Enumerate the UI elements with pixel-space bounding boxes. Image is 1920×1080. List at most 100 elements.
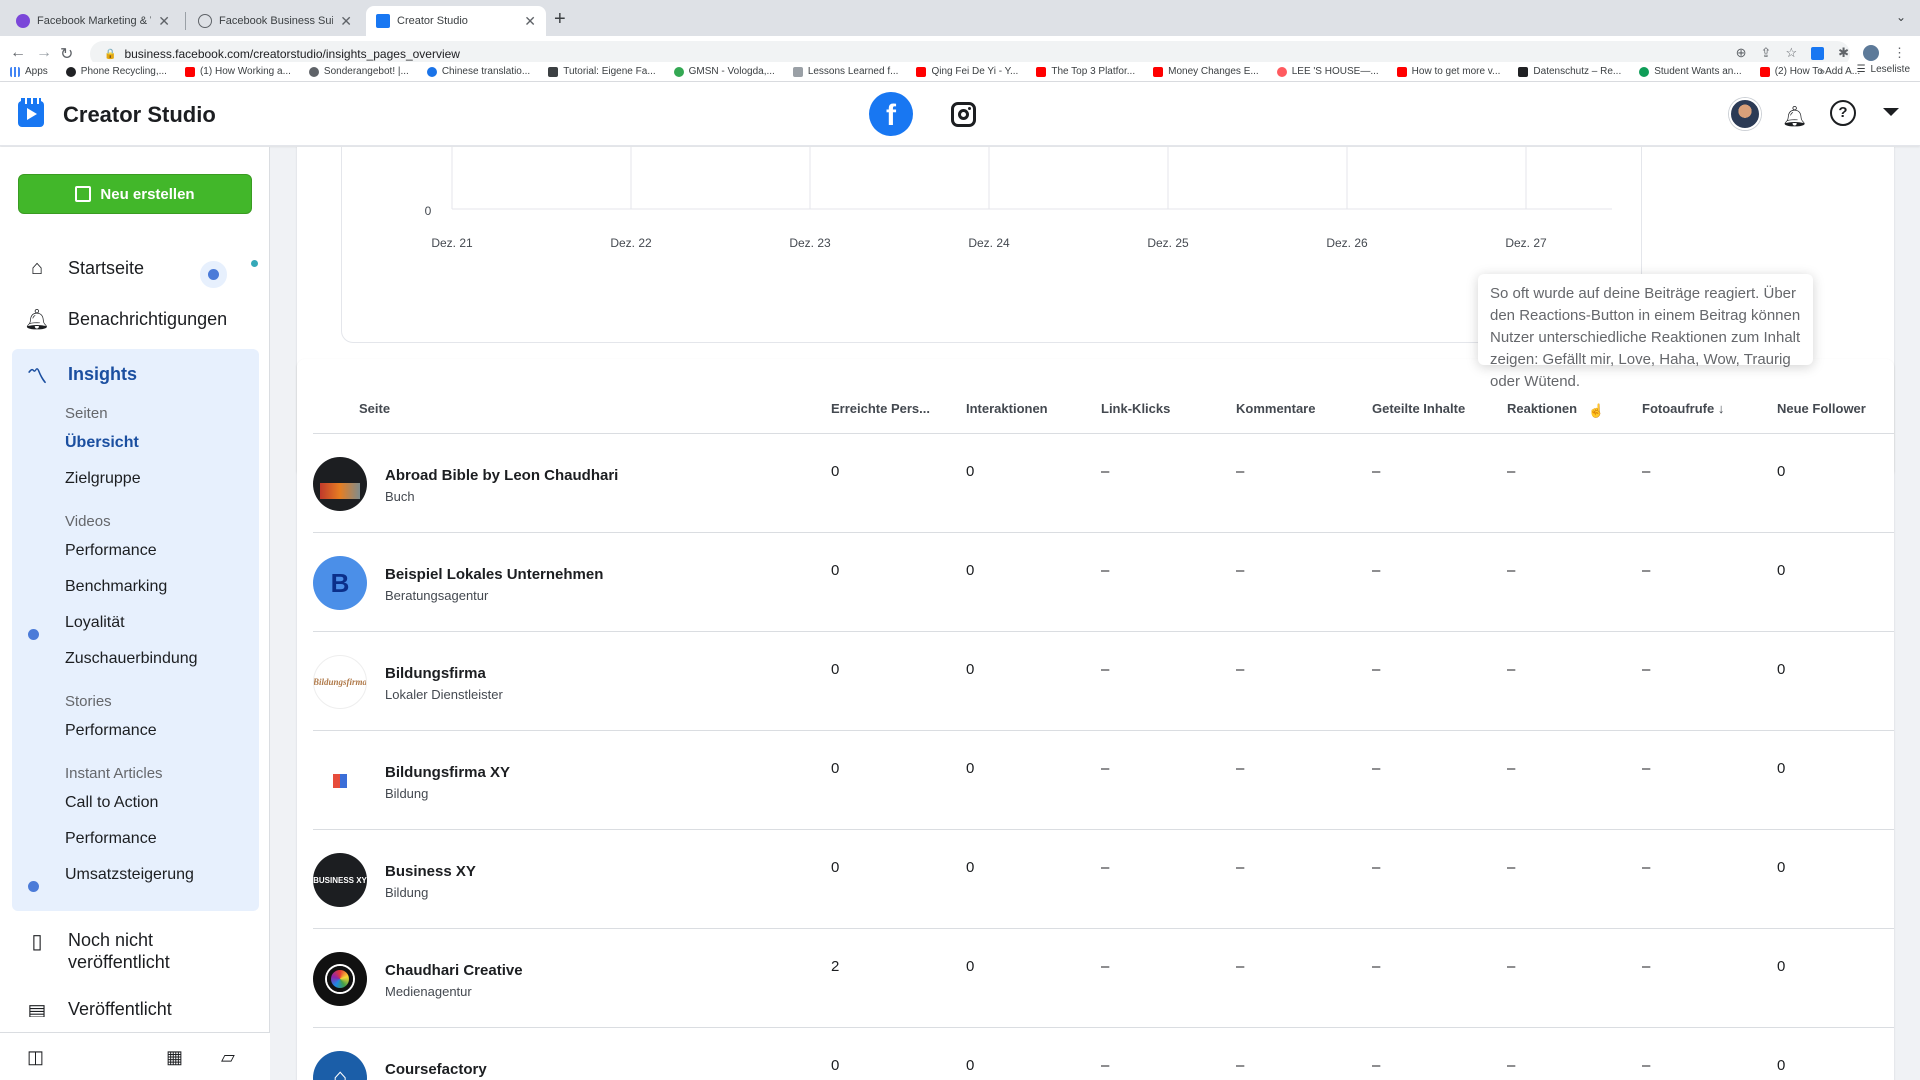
bookmark-apps[interactable]: Apps — [10, 66, 48, 77]
creator-studio-logo-icon[interactable] — [18, 98, 44, 127]
bookmark-item[interactable]: Chinese translatio... — [426, 66, 530, 77]
sidebar-item-published[interactable]: ▤ Veröffentlicht — [24, 999, 172, 1017]
share-icon[interactable]: ⇪ — [1760, 45, 1772, 60]
facebook-extension-icon[interactable] — [1811, 46, 1825, 60]
new-tab-icon[interactable]: + — [554, 8, 566, 30]
collapse-sidebar-icon[interactable]: ◫ — [27, 1047, 45, 1067]
bookmark-favicon-icon — [792, 66, 803, 77]
column-header-reach[interactable]: Erreichte Pers... — [831, 401, 930, 416]
bookmark-item[interactable]: Datenschutz – Re... — [1518, 66, 1621, 77]
tab-search-icon[interactable]: ⌄ — [1895, 10, 1906, 24]
browser-profile-icon[interactable] — [1863, 45, 1879, 61]
more-bookmarks-icon[interactable]: » — [1818, 66, 1825, 78]
sidebar-item-revenue-growth[interactable]: Umsatzsteigerung — [65, 866, 194, 883]
account-menu-chevron-down-icon[interactable] — [1883, 108, 1899, 116]
zoom-icon[interactable]: ⊕ — [1735, 45, 1747, 60]
back-icon[interactable]: ← — [10, 44, 26, 61]
reading-list-button[interactable]: ☰ Leseliste — [1856, 64, 1910, 75]
bookmark-item[interactable]: Sonderangebot! |... — [308, 66, 409, 77]
cell-shares: – — [1372, 760, 1381, 777]
column-header-new-followers[interactable]: Neue Follower — [1777, 401, 1866, 416]
status-indicator — [251, 260, 258, 267]
facebook-platform-icon[interactable]: f — [869, 92, 913, 136]
table-row[interactable]: B Beispiel Lokales Unternehmen Beratungsag… — [313, 533, 1894, 632]
browser-tab-facebook-marketing[interactable]: Facebook Marketing & Werbea ✕ — [6, 6, 180, 36]
extensions-icon[interactable]: ✱ — [1838, 45, 1849, 60]
youtube-icon — [1396, 66, 1407, 77]
avatar[interactable] — [1729, 98, 1761, 130]
bookmark-item[interactable]: Phone Recycling,... — [65, 66, 167, 77]
cell-link-clicks: – — [1101, 958, 1110, 975]
sidebar-item-ia-performance[interactable]: Performance — [65, 830, 157, 847]
forward-icon[interactable]: → — [36, 44, 52, 61]
bookmark-item[interactable]: (2) How To Add A... — [1759, 66, 1860, 77]
bookmark-favicon-icon — [308, 66, 319, 77]
table-row[interactable]: Bildungsfirma Bildungsfirma Lokaler Dienst… — [313, 632, 1894, 731]
table-row[interactable]: Abroad Bible by Leon Chaudhari Buch 0 0 – – – –… — [313, 434, 1894, 533]
page-name-link[interactable]: Abroad Bible by Leon Chaudhari — [385, 467, 619, 484]
sidebar-item-video-performance[interactable]: Performance — [65, 542, 157, 559]
bookmark-item[interactable]: (1) How Working a... — [184, 66, 291, 77]
cell-reactions: – — [1507, 562, 1516, 579]
instagram-platform-icon[interactable] — [951, 102, 976, 127]
reload-icon[interactable]: ↻ — [60, 46, 74, 63]
page-name-link[interactable]: Beispiel Lokales Unternehmen — [385, 566, 604, 583]
page-name-link[interactable]: Business XY — [385, 863, 476, 880]
sidebar-item-audience[interactable]: Zielgruppe — [65, 470, 141, 487]
sidebar-item-call-to-action[interactable]: Call to Action — [65, 794, 159, 811]
close-tab-icon[interactable]: ✕ — [524, 12, 536, 29]
bookmark-item[interactable]: GMSN - Vologda,... — [673, 66, 775, 77]
page-name-link[interactable]: Coursefactory — [385, 1061, 487, 1078]
browser-menu-icon[interactable]: ⋮ — [1893, 45, 1906, 60]
bookmark-item[interactable]: Tutorial: Eigene Fa... — [548, 66, 656, 77]
help-icon[interactable]: ? — [1830, 100, 1856, 126]
bookmark-item[interactable]: Lessons Learned f... — [792, 66, 898, 77]
column-header-link-clicks[interactable]: Link-Klicks — [1101, 401, 1171, 416]
sidebar-item-overview[interactable]: Übersicht — [65, 434, 139, 451]
browser-tab-creator-studio[interactable]: Creator Studio ✕ — [366, 6, 546, 36]
column-header-comments[interactable]: Kommentare — [1236, 401, 1316, 416]
column-header-page[interactable]: Seite — [359, 401, 391, 416]
bookmark-favicon-icon — [1639, 66, 1650, 77]
sidebar-item-loyalty[interactable]: Loyalität — [65, 614, 125, 631]
notifications-bell-icon[interactable]: 🔔︎ — [1782, 106, 1808, 128]
page-name-link[interactable]: Bildungsfirma XY — [385, 764, 511, 781]
tablet-view-icon[interactable]: ▱ — [221, 1047, 235, 1067]
column-header-photo-views[interactable]: Fotoaufrufe ↓ — [1642, 401, 1725, 416]
bookmark-item[interactable]: The Top 3 Platfor... — [1036, 66, 1135, 77]
sidebar-item-insights[interactable]: 〽 Insights — [24, 360, 137, 389]
bookmark-item[interactable]: Money Changes E... — [1153, 66, 1259, 77]
sidebar-item-notifications[interactable]: 🔔︎ Benachrichtigungen — [24, 309, 228, 331]
cell-link-clicks: – — [1101, 1057, 1110, 1074]
sidebar-item-stories-performance[interactable]: Performance — [65, 722, 157, 739]
sidebar-item-benchmarking[interactable]: Benchmarking — [65, 578, 168, 595]
page-name-link[interactable]: Bildungsfirma — [385, 665, 486, 682]
cell-interactions: 0 — [966, 562, 975, 579]
close-tab-icon[interactable]: ✕ — [340, 12, 352, 29]
bookmark-item[interactable]: Student Wants an... — [1639, 66, 1742, 77]
bookmark-item[interactable]: How to get more v... — [1396, 66, 1500, 77]
app-title[interactable]: Creator Studio — [63, 102, 216, 127]
table-row[interactable]: ⌂CoursefactoryBildung00–––––00 — [313, 1028, 1894, 1080]
cell-photo-views: – — [1642, 463, 1651, 480]
column-header-interactions[interactable]: Interaktionen — [966, 401, 1048, 416]
page-name-link[interactable]: Chaudhari Creative — [385, 962, 523, 979]
section-label-stories: Stories — [65, 693, 112, 710]
column-header-shares[interactable]: Geteilte Inhalte — [1372, 401, 1466, 416]
cell-new-followers: 0 — [1777, 958, 1786, 975]
close-tab-icon[interactable]: ✕ — [158, 12, 170, 29]
sidebar-item-viewer-retention[interactable]: Zuschauerbindung — [65, 650, 198, 667]
table-view-icon[interactable]: ▦ — [166, 1047, 184, 1067]
bookmark-star-icon[interactable]: ☆ — [1785, 45, 1798, 60]
bookmark-item[interactable]: LEE 'S HOUSE—... — [1276, 66, 1379, 77]
sidebar-item-home[interactable]: ⌂ Startseite — [24, 257, 144, 280]
sidebar-item-unpublished[interactable]: ▯ Noch nicht veröffentlicht — [24, 929, 218, 973]
column-header-reactions[interactable]: Reaktionen — [1507, 401, 1578, 416]
bookmark-item[interactable]: Qing Fei De Yi - Y... — [916, 66, 1018, 77]
browser-tab-business-suite[interactable]: Facebook Business Suite ✕ — [188, 6, 362, 36]
create-new-button[interactable]: Neu erstellen — [18, 174, 252, 214]
cell-reactions: – — [1507, 1057, 1516, 1074]
